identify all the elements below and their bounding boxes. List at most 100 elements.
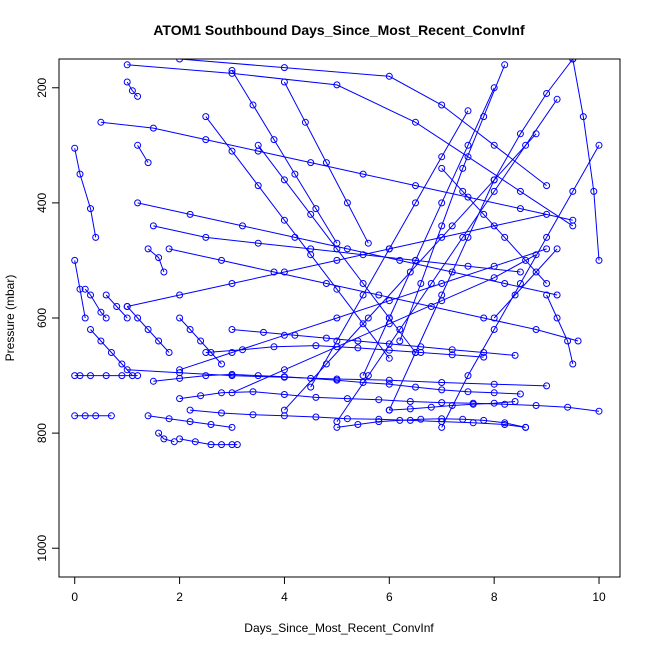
data-point bbox=[511, 291, 519, 299]
series-line bbox=[127, 213, 547, 307]
series-line bbox=[493, 248, 558, 319]
series-3 bbox=[144, 412, 236, 431]
data-point bbox=[385, 245, 393, 253]
data-point bbox=[595, 256, 603, 264]
data-point bbox=[359, 280, 367, 287]
data-point bbox=[364, 314, 372, 322]
data-point bbox=[516, 130, 524, 138]
data-point bbox=[312, 342, 320, 350]
series-line bbox=[74, 260, 86, 319]
data-point bbox=[412, 199, 419, 207]
data-point bbox=[459, 233, 467, 241]
series-line bbox=[127, 369, 547, 387]
data-point bbox=[128, 87, 136, 95]
data-point bbox=[459, 415, 467, 423]
series-43 bbox=[385, 398, 519, 414]
series-line bbox=[179, 59, 547, 186]
data-point bbox=[76, 372, 84, 380]
data-point bbox=[522, 141, 530, 149]
y-axis-label: Pressure (mbar) bbox=[3, 275, 17, 362]
x-axis-label: Days_Since_Most_Recent_ConvInf bbox=[244, 621, 434, 635]
data-point bbox=[254, 239, 262, 247]
data-point bbox=[333, 314, 341, 322]
data-point bbox=[543, 382, 551, 390]
data-point bbox=[218, 256, 225, 264]
series-19 bbox=[134, 199, 561, 299]
series-45 bbox=[149, 222, 524, 276]
data-point bbox=[448, 222, 456, 230]
series-18 bbox=[165, 245, 582, 345]
data-point bbox=[385, 376, 393, 384]
series-line bbox=[148, 415, 233, 428]
data-point bbox=[354, 344, 362, 352]
series-line bbox=[336, 418, 526, 428]
data-point bbox=[254, 147, 262, 155]
data-point bbox=[165, 245, 173, 253]
data-point bbox=[490, 399, 498, 407]
data-point bbox=[569, 360, 577, 368]
data-point bbox=[516, 187, 524, 195]
data-point bbox=[270, 136, 278, 144]
data-point bbox=[438, 291, 446, 299]
data-point bbox=[480, 210, 488, 218]
plot-marks bbox=[71, 59, 603, 449]
data-point bbox=[375, 418, 383, 426]
data-point bbox=[385, 297, 393, 305]
data-point bbox=[134, 141, 142, 149]
series-29 bbox=[359, 84, 498, 380]
data-point bbox=[197, 392, 205, 400]
data-point bbox=[123, 61, 131, 69]
series-12 bbox=[176, 388, 603, 415]
data-point bbox=[81, 285, 89, 293]
data-point bbox=[249, 388, 257, 396]
x-tick-label: 4 bbox=[281, 590, 288, 604]
data-point bbox=[123, 303, 131, 310]
data-point bbox=[218, 389, 225, 397]
data-point bbox=[385, 72, 393, 80]
data-point bbox=[543, 245, 551, 253]
data-point bbox=[595, 141, 603, 149]
data-point bbox=[228, 389, 236, 397]
series-line bbox=[190, 409, 526, 428]
series-41 bbox=[176, 314, 225, 368]
data-point bbox=[464, 153, 472, 161]
series-39 bbox=[71, 256, 89, 322]
data-point bbox=[202, 136, 210, 144]
data-point bbox=[270, 343, 278, 351]
data-point bbox=[97, 337, 105, 345]
data-point bbox=[359, 291, 367, 299]
data-point bbox=[134, 92, 142, 100]
data-point bbox=[186, 406, 194, 414]
data-point bbox=[165, 415, 173, 423]
data-point bbox=[81, 314, 89, 322]
data-point bbox=[480, 416, 488, 424]
data-point bbox=[532, 326, 540, 333]
data-point bbox=[87, 372, 94, 380]
data-point bbox=[406, 268, 414, 276]
series-44 bbox=[97, 118, 577, 224]
series-line bbox=[546, 294, 574, 365]
data-point bbox=[412, 256, 419, 264]
data-point bbox=[254, 372, 262, 380]
data-point bbox=[532, 268, 540, 276]
data-point bbox=[207, 349, 215, 356]
data-point bbox=[301, 118, 309, 126]
data-point bbox=[396, 337, 404, 345]
data-point bbox=[228, 69, 236, 77]
data-point bbox=[501, 400, 509, 408]
series-line bbox=[158, 432, 175, 443]
series-line bbox=[283, 81, 369, 244]
data-point bbox=[438, 379, 446, 386]
data-point bbox=[176, 314, 184, 322]
data-point bbox=[412, 349, 419, 356]
data-point bbox=[490, 176, 498, 184]
data-point bbox=[228, 441, 236, 449]
series-line bbox=[205, 116, 390, 359]
data-point bbox=[464, 233, 472, 241]
x-tick-label: 10 bbox=[592, 590, 606, 604]
series-17 bbox=[228, 326, 519, 359]
data-point bbox=[569, 187, 577, 195]
data-point bbox=[123, 314, 131, 322]
data-point bbox=[464, 372, 472, 380]
